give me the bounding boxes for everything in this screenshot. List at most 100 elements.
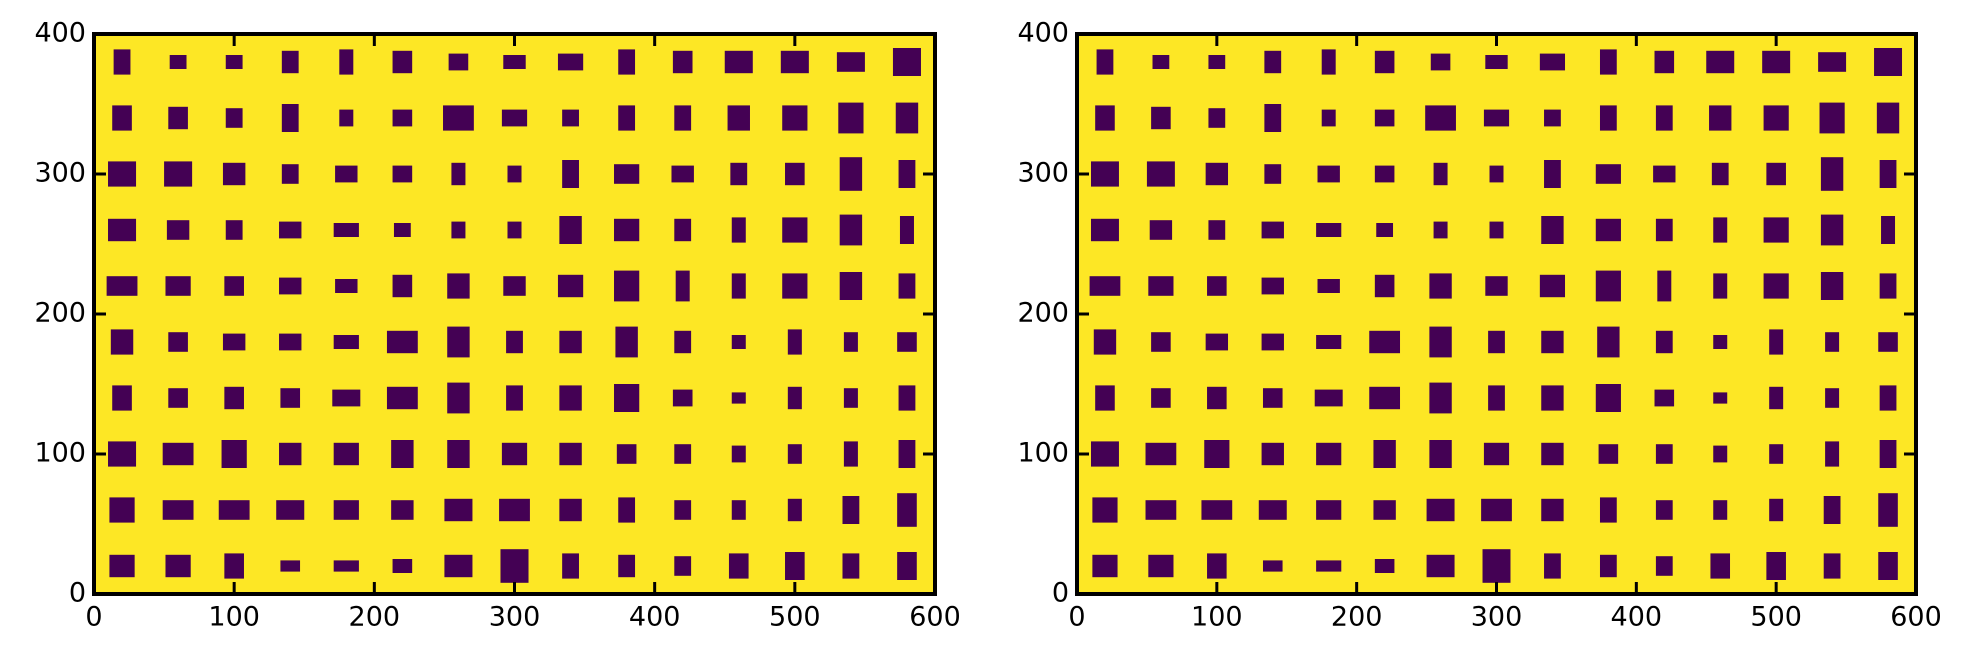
cell xyxy=(615,326,638,358)
cell xyxy=(281,164,299,184)
cell xyxy=(1825,332,1840,352)
y-tick-label: 100 xyxy=(34,438,86,469)
y-tick-label: 0 xyxy=(69,578,86,609)
cell xyxy=(672,50,693,74)
cell xyxy=(335,279,358,293)
cell xyxy=(162,442,194,466)
cell xyxy=(1541,442,1564,466)
cell xyxy=(1819,102,1845,134)
cell xyxy=(1429,440,1452,468)
cell xyxy=(279,333,302,351)
cell xyxy=(1316,560,1342,572)
cell xyxy=(1430,53,1451,71)
cell xyxy=(1818,52,1847,72)
cell xyxy=(1823,553,1841,579)
x-tick-label: 300 xyxy=(1471,602,1523,633)
cell xyxy=(1825,441,1840,467)
cell xyxy=(1711,162,1729,186)
cell xyxy=(843,388,858,408)
cell xyxy=(1654,389,1675,407)
cell xyxy=(1481,498,1512,522)
cell xyxy=(731,217,746,243)
cell xyxy=(1599,49,1617,75)
cell xyxy=(162,500,194,520)
cell xyxy=(897,552,917,580)
cell xyxy=(1713,500,1728,520)
cell xyxy=(782,217,808,243)
cell xyxy=(218,500,250,520)
cell xyxy=(898,160,916,188)
cell xyxy=(1205,333,1229,351)
cell xyxy=(1145,442,1177,466)
cell xyxy=(787,444,802,464)
cell xyxy=(1433,162,1448,186)
cell xyxy=(1264,104,1282,132)
cell xyxy=(507,221,522,239)
cell xyxy=(1321,49,1336,75)
cell xyxy=(1090,161,1119,187)
x-tick-label: 400 xyxy=(629,602,681,633)
panel: 0 100 200 300 400 500 600 0 100 200 300 400 xyxy=(1017,18,1941,633)
cell xyxy=(1541,330,1564,354)
cell xyxy=(1374,165,1395,183)
cell xyxy=(562,553,579,579)
cell xyxy=(1374,50,1395,74)
cell xyxy=(110,329,134,355)
cell xyxy=(674,218,692,242)
cell xyxy=(1488,385,1505,411)
cell xyxy=(109,497,135,523)
cell xyxy=(1433,221,1448,239)
y-tick-label: 400 xyxy=(34,18,86,49)
cell xyxy=(506,330,523,354)
cell xyxy=(386,386,418,410)
cell xyxy=(1149,220,1173,240)
cell xyxy=(1541,216,1564,244)
cell xyxy=(1544,553,1561,579)
cell xyxy=(1489,165,1504,183)
y-tick-label: 200 xyxy=(1017,298,1069,329)
cell xyxy=(842,553,860,579)
cell xyxy=(1092,497,1118,523)
cell xyxy=(842,496,860,524)
cell xyxy=(280,560,301,572)
cell xyxy=(1762,50,1791,74)
cell xyxy=(785,162,805,186)
cell xyxy=(1769,386,1784,410)
cell xyxy=(1261,442,1284,466)
cell xyxy=(393,223,411,237)
cell xyxy=(447,326,470,358)
cell xyxy=(1820,157,1844,191)
cell xyxy=(1374,559,1395,573)
cell xyxy=(1763,105,1789,131)
x-tick-label: 600 xyxy=(909,602,961,633)
cell xyxy=(559,498,582,522)
cell xyxy=(1095,385,1115,411)
cell xyxy=(1485,55,1508,69)
cell xyxy=(168,332,188,352)
cell xyxy=(782,273,808,299)
cell xyxy=(674,500,692,520)
cell xyxy=(447,382,470,414)
cell xyxy=(1151,106,1171,130)
cell xyxy=(333,223,359,237)
cell xyxy=(674,444,692,464)
cell xyxy=(897,493,917,527)
cell xyxy=(562,109,579,127)
cell xyxy=(1488,330,1505,354)
cell xyxy=(1766,162,1786,186)
cell xyxy=(1093,329,1117,355)
cell xyxy=(1207,276,1227,296)
cell xyxy=(731,335,746,349)
x-tick-label: 300 xyxy=(489,602,541,633)
cell xyxy=(674,105,692,131)
cell xyxy=(1595,384,1621,412)
cell xyxy=(1369,330,1401,354)
cell xyxy=(1713,335,1728,349)
cell xyxy=(614,270,640,302)
cell xyxy=(451,162,466,186)
cell xyxy=(614,218,640,242)
cell xyxy=(108,161,137,187)
cell xyxy=(1879,385,1897,411)
cell xyxy=(559,330,582,354)
cell xyxy=(1092,554,1118,578)
